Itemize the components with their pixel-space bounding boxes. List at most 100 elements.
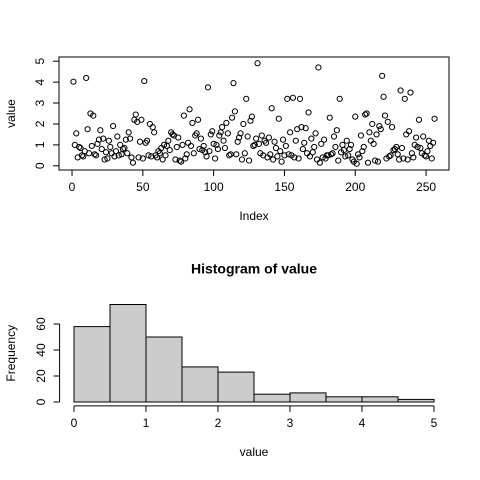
y-axis-label: value [4,99,18,128]
bar [325,396,363,403]
point [196,145,203,153]
y-tick-label: 5 [33,58,47,65]
point [362,111,369,118]
point [330,133,338,140]
point [366,129,373,136]
point [193,130,200,137]
point [405,128,413,135]
point [329,150,336,157]
point [339,141,346,148]
point [381,112,389,119]
point [206,148,213,155]
point [197,135,204,142]
point [281,152,288,159]
point [315,64,322,71]
point [268,105,275,112]
point [169,131,176,138]
point [125,129,132,136]
point [247,117,254,124]
point [250,142,257,150]
point [431,115,438,122]
point [309,149,316,156]
point [271,138,278,145]
point [415,116,423,123]
point [427,142,434,150]
point [370,140,377,147]
bar [181,366,219,403]
point [237,130,244,137]
point [88,142,95,150]
point [292,137,299,144]
point [356,154,363,161]
point [124,150,131,157]
point [128,154,135,161]
point [73,130,80,137]
point [91,151,98,158]
point [295,155,302,162]
point [274,153,281,160]
point [388,124,396,131]
point [345,152,352,159]
point [226,152,233,159]
point [316,159,323,166]
point [367,137,374,144]
point [94,140,101,147]
point [230,80,237,87]
point [101,156,108,163]
point [377,126,384,133]
point [371,157,379,164]
point [253,135,260,142]
point [258,132,265,139]
point [326,114,333,121]
point [148,153,155,160]
point [255,140,263,147]
point [100,135,107,142]
point [210,140,217,147]
point [182,155,189,162]
point [407,89,414,96]
point [109,122,117,130]
point [308,135,315,142]
point [158,144,165,152]
x-axis-label: value [240,445,269,459]
point [176,157,183,164]
point [227,151,234,158]
point [387,152,394,159]
point [265,134,272,141]
point [333,127,340,134]
point [138,116,145,123]
y-tick-label: 0 [33,162,47,169]
point [278,158,285,165]
point [298,124,305,131]
point [84,126,91,133]
point [270,156,277,163]
point [414,143,421,151]
point [422,153,430,160]
point [301,139,308,146]
point [122,136,129,143]
point [302,125,309,132]
bar [109,304,147,403]
x-tick-label: 250 [416,180,436,194]
point [175,134,182,141]
point [228,114,236,121]
point [360,143,367,151]
point [179,141,186,148]
point [332,143,339,151]
point [243,95,250,102]
bar [73,326,111,403]
point [121,144,128,152]
point [160,141,168,148]
point [346,145,353,153]
point [386,153,393,160]
point [304,150,311,157]
point [165,137,172,144]
point [180,112,188,119]
point [234,138,241,145]
y-tick-label: 60 [34,317,48,331]
point [126,135,134,142]
point [408,150,415,157]
plot-box [58,56,450,171]
point [282,142,289,150]
point [149,124,156,131]
